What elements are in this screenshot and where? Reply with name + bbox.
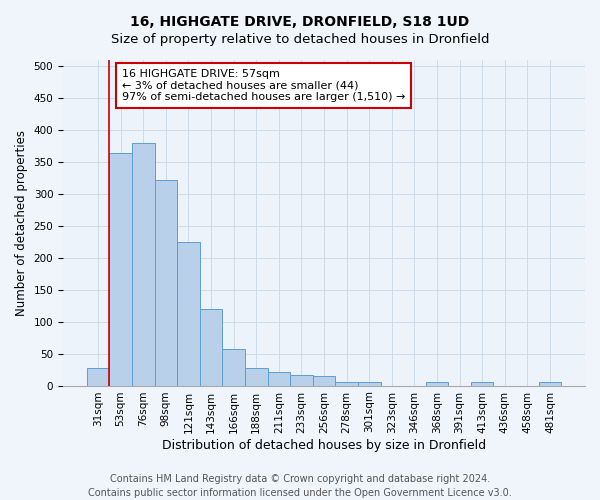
Bar (109, 152, 132, 386)
Y-axis label: Number of detached properties: Number of detached properties (15, 130, 28, 316)
Bar (132, 143, 155, 386)
Bar (268, 372, 290, 386)
Bar (223, 348, 245, 386)
Bar (290, 374, 313, 386)
Bar (539, 382, 561, 386)
Bar (335, 382, 358, 386)
Bar (425, 382, 448, 386)
Bar (471, 382, 493, 386)
Text: Size of property relative to detached houses in Dronfield: Size of property relative to detached ho… (111, 32, 489, 46)
Text: 16 HIGHGATE DRIVE: 57sqm
← 3% of detached houses are smaller (44)
97% of semi-de: 16 HIGHGATE DRIVE: 57sqm ← 3% of detache… (122, 69, 405, 102)
Bar (87, 368, 109, 386)
Bar (313, 376, 335, 386)
Text: 16, HIGHGATE DRIVE, DRONFIELD, S18 1UD: 16, HIGHGATE DRIVE, DRONFIELD, S18 1UD (130, 15, 470, 29)
Bar (200, 309, 223, 386)
X-axis label: Distribution of detached houses by size in Dronfield: Distribution of detached houses by size … (162, 440, 486, 452)
Text: Contains HM Land Registry data © Crown copyright and database right 2024.
Contai: Contains HM Land Registry data © Crown c… (88, 474, 512, 498)
Bar (245, 368, 268, 386)
Bar (155, 180, 177, 386)
Bar (358, 382, 380, 386)
Bar (177, 242, 200, 386)
